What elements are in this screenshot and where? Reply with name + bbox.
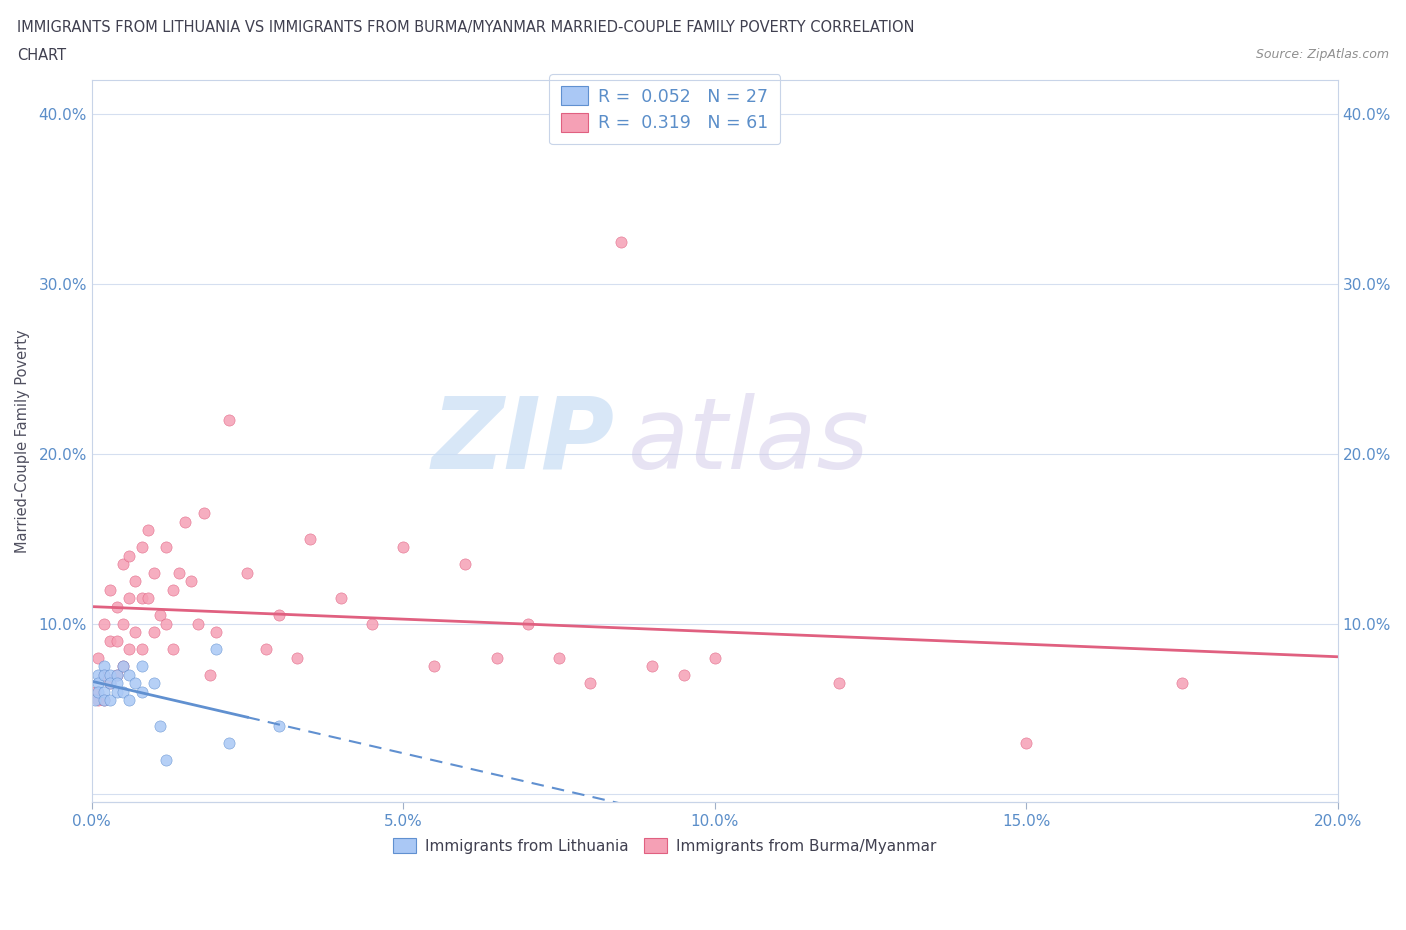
Point xyxy=(105,600,128,615)
Point xyxy=(205,625,228,640)
Point xyxy=(100,676,122,691)
Point xyxy=(155,540,177,555)
Point xyxy=(579,676,602,691)
Point xyxy=(105,668,128,683)
Point xyxy=(193,506,215,521)
Point xyxy=(143,676,166,691)
Point xyxy=(83,693,105,708)
Point xyxy=(143,565,166,580)
Point xyxy=(105,633,128,648)
Point xyxy=(672,668,695,683)
Point xyxy=(1015,736,1038,751)
Point xyxy=(641,659,664,674)
Point xyxy=(131,642,153,657)
Point xyxy=(1171,676,1194,691)
Point xyxy=(87,693,110,708)
Point xyxy=(131,540,153,555)
Point xyxy=(423,659,446,674)
Point xyxy=(87,650,110,665)
Point xyxy=(155,617,177,631)
Text: atlas: atlas xyxy=(627,392,869,490)
Point xyxy=(548,650,571,665)
Point xyxy=(87,668,110,683)
Point xyxy=(111,557,134,572)
Point xyxy=(174,514,197,529)
Point xyxy=(105,676,128,691)
Point xyxy=(100,633,122,648)
Point xyxy=(118,591,141,605)
Point xyxy=(254,642,277,657)
Y-axis label: Married-Couple Family Poverty: Married-Couple Family Poverty xyxy=(15,329,30,553)
Point xyxy=(131,684,153,699)
Point xyxy=(236,565,259,580)
Point xyxy=(298,532,321,547)
Point xyxy=(703,650,725,665)
Point xyxy=(136,591,159,605)
Point xyxy=(180,574,202,589)
Point xyxy=(118,642,141,657)
Point xyxy=(610,234,633,249)
Point xyxy=(87,684,110,699)
Point xyxy=(93,693,115,708)
Point xyxy=(124,625,146,640)
Point xyxy=(93,693,115,708)
Point xyxy=(149,719,172,734)
Point xyxy=(124,676,146,691)
Point xyxy=(167,565,190,580)
Point xyxy=(485,650,508,665)
Point xyxy=(111,659,134,674)
Point xyxy=(111,684,134,699)
Text: Source: ZipAtlas.com: Source: ZipAtlas.com xyxy=(1256,48,1389,61)
Point xyxy=(205,642,228,657)
Point xyxy=(93,659,115,674)
Point xyxy=(218,413,240,428)
Legend: Immigrants from Lithuania, Immigrants from Burma/Myanmar: Immigrants from Lithuania, Immigrants fr… xyxy=(387,831,942,859)
Point xyxy=(155,752,177,767)
Point xyxy=(392,540,415,555)
Point xyxy=(111,617,134,631)
Point xyxy=(111,659,134,674)
Point xyxy=(131,591,153,605)
Point xyxy=(118,549,141,564)
Point xyxy=(93,684,115,699)
Point xyxy=(454,557,477,572)
Text: ZIP: ZIP xyxy=(432,392,614,490)
Point xyxy=(198,668,221,683)
Text: IMMIGRANTS FROM LITHUANIA VS IMMIGRANTS FROM BURMA/MYANMAR MARRIED-COUPLE FAMILY: IMMIGRANTS FROM LITHUANIA VS IMMIGRANTS … xyxy=(17,20,914,35)
Point xyxy=(100,676,122,691)
Point xyxy=(105,684,128,699)
Point xyxy=(118,693,141,708)
Point xyxy=(361,617,384,631)
Point xyxy=(93,668,115,683)
Point xyxy=(187,617,209,631)
Point xyxy=(162,582,184,597)
Point xyxy=(87,676,110,691)
Point xyxy=(100,668,122,683)
Point xyxy=(285,650,308,665)
Point xyxy=(143,625,166,640)
Point xyxy=(329,591,352,605)
Point xyxy=(105,668,128,683)
Point xyxy=(93,617,115,631)
Point xyxy=(267,608,290,623)
Point xyxy=(124,574,146,589)
Point xyxy=(149,608,172,623)
Point xyxy=(162,642,184,657)
Point xyxy=(136,523,159,538)
Text: CHART: CHART xyxy=(17,48,66,63)
Point xyxy=(100,582,122,597)
Point xyxy=(516,617,538,631)
Point xyxy=(218,736,240,751)
Point xyxy=(83,684,105,699)
Point xyxy=(118,668,141,683)
Point xyxy=(131,659,153,674)
Point xyxy=(828,676,851,691)
Point xyxy=(267,719,290,734)
Point xyxy=(100,693,122,708)
Point xyxy=(93,668,115,683)
